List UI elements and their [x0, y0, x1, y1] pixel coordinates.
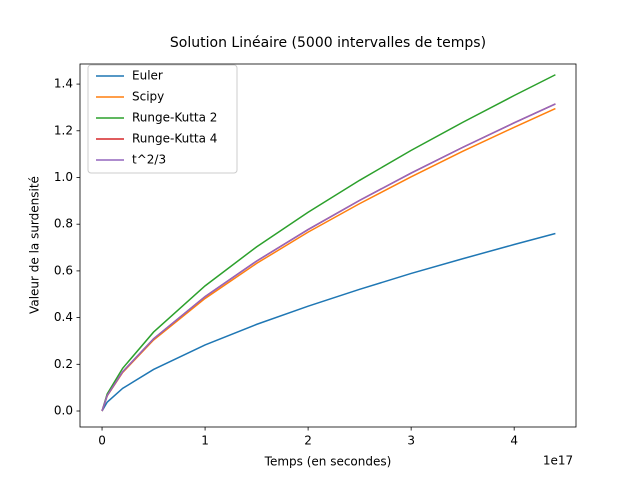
- legend-label: Runge-Kutta 2: [132, 111, 217, 125]
- x-offset-label: 1e17: [543, 454, 573, 468]
- x-tick-label: 3: [407, 434, 415, 448]
- x-tick-label: 4: [510, 434, 518, 448]
- series-line: [101, 74, 556, 412]
- chart-title: Solution Linéaire (5000 intervalles de t…: [170, 35, 486, 51]
- x-tick-label: 2: [304, 434, 312, 448]
- y-tick-label: 0.2: [54, 357, 73, 371]
- series-line: [101, 103, 556, 412]
- axes-frame: [79, 63, 577, 428]
- legend-label: Euler: [132, 69, 163, 83]
- series-line: [101, 232, 556, 412]
- y-tick-label: 0.0: [54, 404, 73, 418]
- y-tick-label: 1.4: [54, 77, 73, 91]
- y-tick-label: 1.2: [54, 123, 73, 137]
- y-tick-label: 0.4: [54, 310, 73, 324]
- legend-label: Runge-Kutta 4: [132, 132, 217, 146]
- y-tick-label: 0.8: [54, 217, 73, 231]
- y-axis-label: Valeur de la surdensité: [28, 176, 42, 314]
- x-axis-label: Temps (en secondes): [264, 455, 392, 469]
- y-tick-label: 0.6: [54, 263, 73, 277]
- legend-label: Scipy: [132, 90, 164, 104]
- x-tick-label: 1: [201, 434, 209, 448]
- y-tick-label: 1.0: [54, 170, 73, 184]
- legend-box: [87, 64, 238, 174]
- legend-label: t^2/3: [132, 153, 166, 167]
- x-tick-label: 0: [98, 434, 106, 448]
